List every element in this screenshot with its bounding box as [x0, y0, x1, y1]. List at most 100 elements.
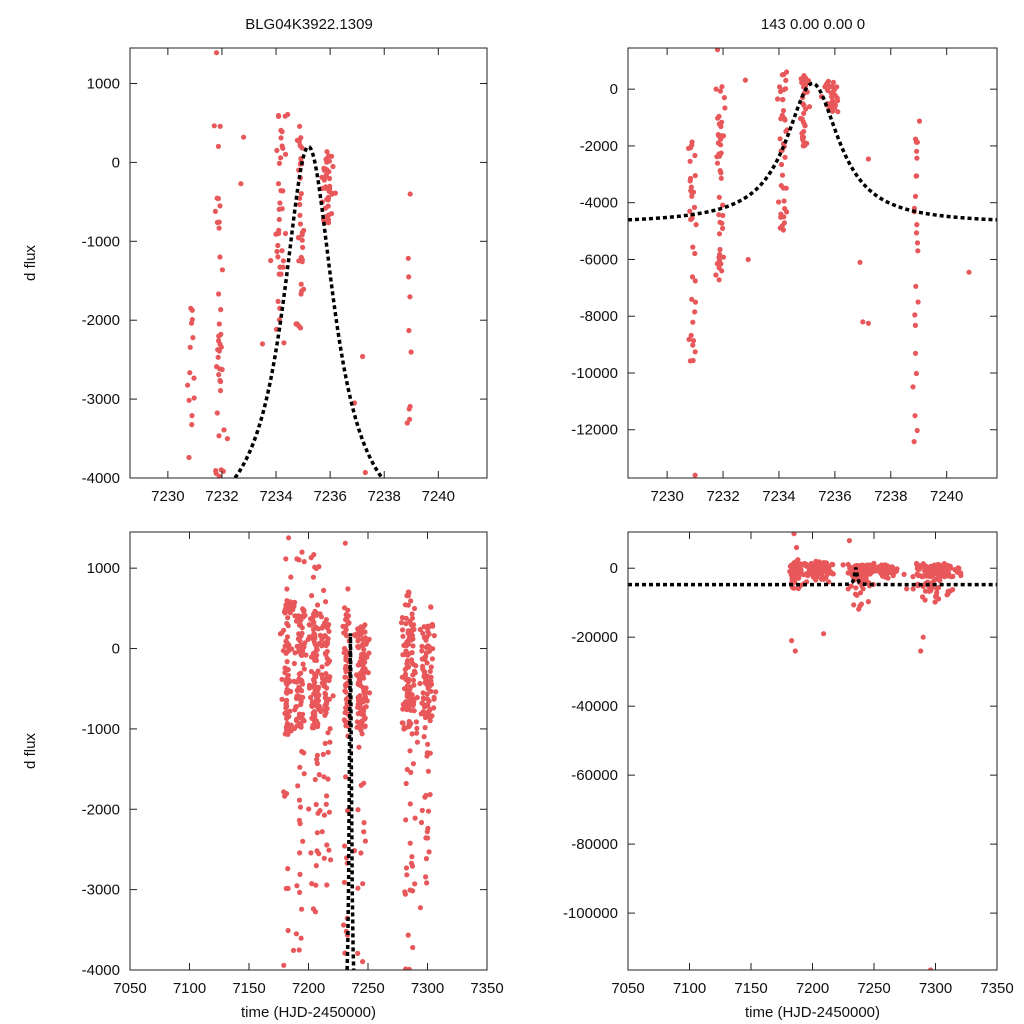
data-point — [400, 627, 406, 633]
data-point — [288, 688, 294, 695]
data-point — [947, 588, 954, 594]
data-point — [852, 591, 859, 597]
data-point — [936, 575, 942, 582]
data-point — [361, 712, 367, 718]
data-point — [299, 288, 305, 294]
data-point — [409, 731, 415, 737]
data-point — [341, 922, 347, 928]
data-point — [355, 807, 361, 813]
data-point — [414, 695, 420, 701]
data-point — [317, 632, 323, 639]
data-point — [313, 610, 319, 616]
data-point — [716, 212, 722, 218]
data-point — [419, 643, 425, 649]
data-point — [424, 880, 430, 886]
data-point — [295, 783, 301, 789]
data-point — [720, 202, 726, 208]
data-point — [912, 350, 919, 356]
data-point — [716, 194, 722, 200]
x-tick-label: 7300 — [919, 980, 952, 997]
data-point — [865, 599, 872, 605]
data-point — [357, 693, 363, 699]
data-point — [216, 321, 222, 327]
data-point — [284, 586, 290, 592]
data-point — [922, 597, 928, 603]
y-axis-label: d flux — [22, 733, 39, 769]
data-point — [362, 666, 368, 672]
data-point — [321, 774, 327, 780]
data-point — [295, 235, 301, 241]
data-point — [325, 730, 331, 736]
data-point — [717, 219, 723, 225]
data-point — [297, 123, 303, 129]
y-tick-label: 1000 — [87, 76, 120, 93]
data-point — [912, 413, 918, 419]
x-tick-label: 7350 — [470, 980, 503, 997]
x-tick-label: 7230 — [151, 488, 184, 505]
data-point — [296, 715, 302, 721]
data-point — [363, 641, 369, 647]
model-curve — [628, 567, 997, 587]
data-point — [431, 705, 437, 711]
data-point — [362, 688, 368, 694]
data-point — [284, 676, 290, 682]
data-point — [427, 750, 433, 756]
y-tick-label: 1000 — [87, 560, 120, 577]
data-point — [322, 712, 328, 718]
data-point — [411, 708, 417, 714]
data-point — [936, 596, 942, 602]
data-point — [778, 161, 785, 168]
y-tick-label: 0 — [610, 560, 618, 577]
data-point — [411, 622, 417, 628]
data-point — [801, 121, 807, 127]
data-point — [829, 98, 836, 104]
data-point — [212, 208, 218, 214]
data-point — [865, 156, 872, 162]
data-point — [686, 145, 692, 151]
data-point — [399, 615, 405, 621]
data-point — [784, 209, 790, 215]
data-point — [934, 585, 940, 592]
data-point — [690, 319, 696, 325]
data-point — [213, 468, 219, 474]
data-point — [778, 116, 784, 122]
data-point — [882, 562, 888, 568]
data-point — [779, 172, 786, 178]
x-tick-label: 7240 — [930, 488, 963, 505]
data-point — [791, 570, 797, 576]
data-point — [688, 184, 695, 190]
plot-frame — [129, 47, 488, 479]
data-point — [798, 76, 804, 82]
x-tick-label: 7150 — [734, 980, 767, 997]
x-tick-label: 7250 — [351, 980, 384, 997]
y-tick-label: -60000 — [571, 767, 618, 784]
data-point — [306, 806, 312, 812]
data-point — [865, 566, 871, 572]
data-point — [421, 734, 427, 740]
data-point — [406, 327, 412, 334]
data-point — [185, 382, 191, 388]
data-point — [297, 212, 303, 218]
data-point — [689, 193, 695, 199]
data-point — [410, 672, 416, 678]
data-point — [429, 656, 435, 662]
data-point — [322, 166, 328, 172]
data-point — [421, 704, 428, 710]
data-point — [187, 344, 193, 350]
data-point — [355, 950, 361, 957]
data-point — [361, 716, 368, 722]
data-point — [803, 561, 809, 568]
data-point — [400, 633, 406, 639]
data-point — [274, 231, 280, 237]
data-point — [423, 835, 429, 841]
data-point — [425, 808, 432, 814]
data-point — [692, 349, 698, 355]
data-point — [722, 105, 728, 111]
x-tick-label: 7238 — [874, 488, 907, 505]
y-tick-label: -20000 — [571, 629, 618, 646]
data-point — [319, 672, 325, 678]
data-point — [313, 657, 320, 664]
data-point — [322, 740, 328, 747]
data-point — [358, 655, 364, 661]
data-point — [410, 677, 417, 683]
